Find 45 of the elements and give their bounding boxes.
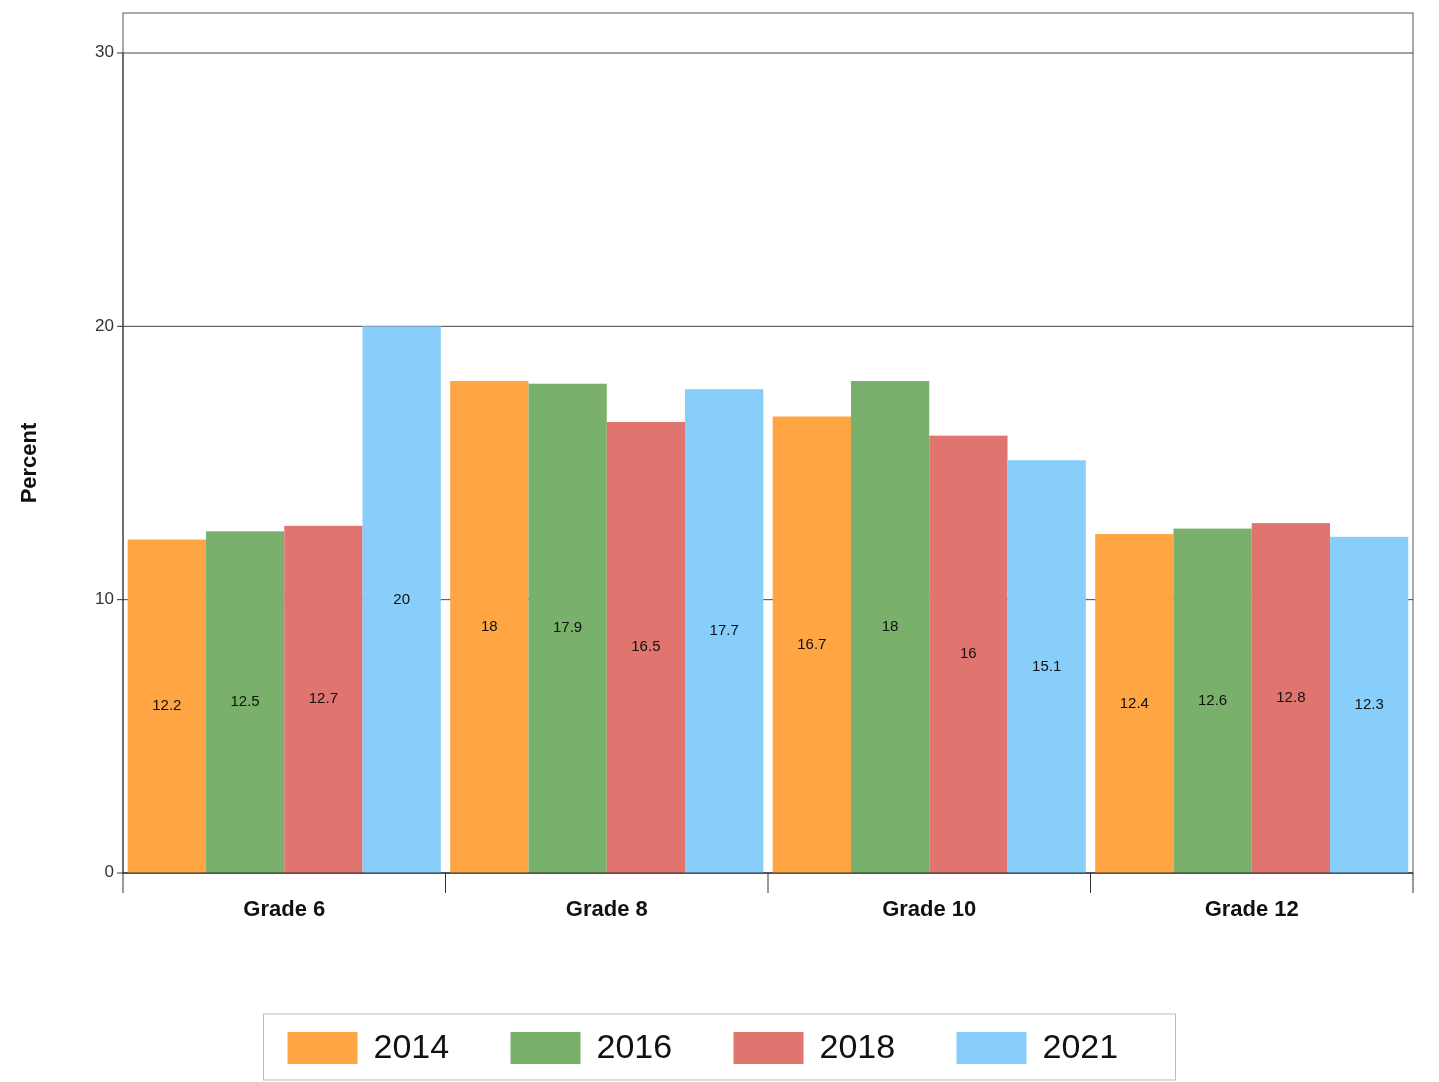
data-label: 12.7 xyxy=(308,689,338,707)
bar xyxy=(1251,523,1331,873)
x-tick-label: Grade 12 xyxy=(1204,896,1299,921)
data-label: 12.3 xyxy=(1354,694,1384,712)
data-label: 12.5 xyxy=(230,692,260,710)
legend-label: 2016 xyxy=(596,1026,673,1065)
bar xyxy=(1330,536,1409,873)
bar xyxy=(1095,534,1174,873)
data-label: 16.7 xyxy=(797,634,827,652)
bar xyxy=(929,435,1008,873)
data-label: 12.4 xyxy=(1119,693,1149,711)
bar xyxy=(772,416,851,873)
legend-label: 2021 xyxy=(1042,1026,1119,1065)
data-label: 12.8 xyxy=(1276,688,1306,706)
bar xyxy=(1173,528,1252,873)
x-tick-label: Grade 8 xyxy=(565,896,648,921)
data-label: 17.9 xyxy=(553,618,583,636)
y-tick-label: 20 xyxy=(95,315,114,335)
data-label: 16.5 xyxy=(631,637,661,655)
y-tick-label: 0 xyxy=(104,862,114,882)
bar xyxy=(205,531,285,873)
data-label: 18 xyxy=(480,616,498,634)
y-tick-label: 10 xyxy=(95,589,114,609)
data-label: 15.1 xyxy=(1032,656,1062,674)
data-label: 12.2 xyxy=(152,696,182,714)
y-axis-title: Percent xyxy=(16,421,41,504)
bar xyxy=(1007,460,1086,873)
legend-label: 2014 xyxy=(373,1026,450,1065)
bar xyxy=(850,381,930,873)
bar xyxy=(362,326,441,873)
x-tick-label: Grade 6 xyxy=(243,896,326,921)
bar xyxy=(528,383,607,873)
bar xyxy=(284,525,363,873)
data-label: 17.7 xyxy=(709,621,739,639)
legend-label: 2018 xyxy=(819,1026,896,1065)
bar xyxy=(606,422,686,873)
data-label: 20 xyxy=(393,589,411,607)
x-tick-label: Grade 10 xyxy=(882,896,977,921)
y-tick-label: 30 xyxy=(95,42,114,62)
data-label: 18 xyxy=(881,616,899,634)
bar xyxy=(685,389,764,873)
data-label: 12.6 xyxy=(1198,690,1228,708)
bar xyxy=(450,381,529,873)
data-label: 16 xyxy=(960,644,977,662)
bar xyxy=(127,539,206,873)
